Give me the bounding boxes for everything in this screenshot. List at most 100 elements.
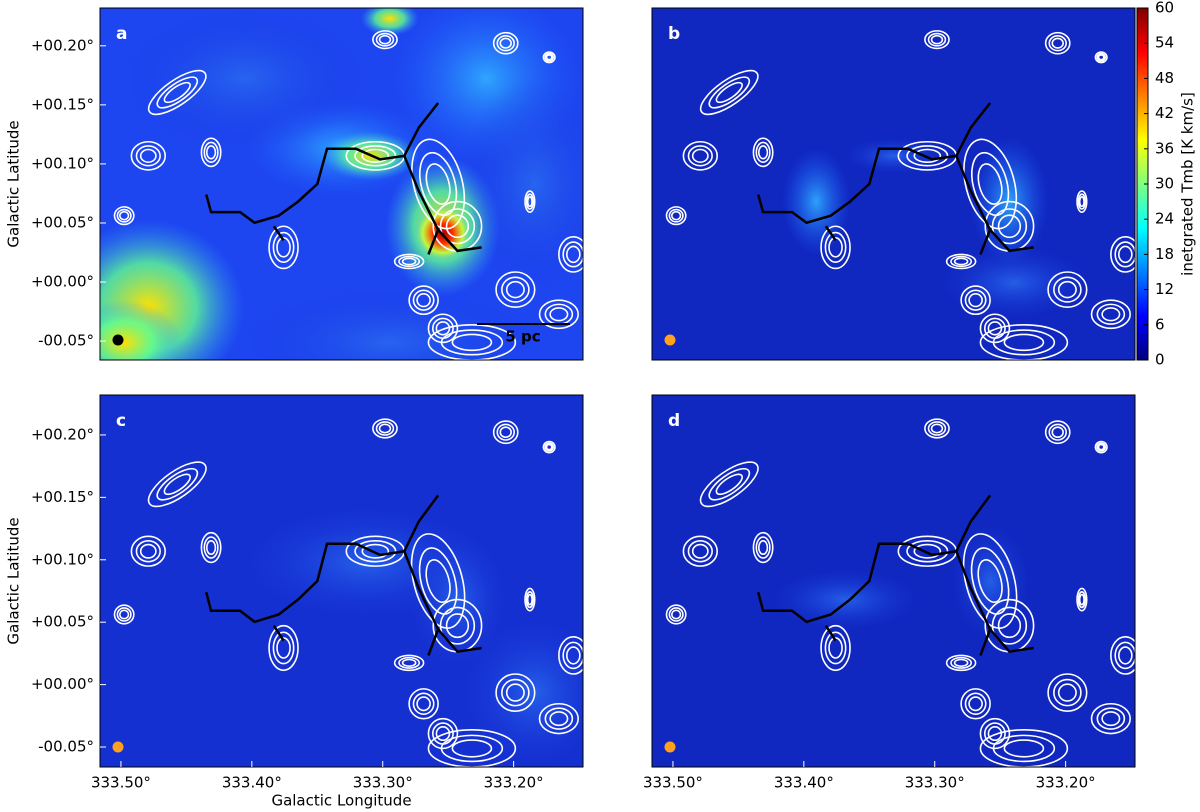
colorbar-tick-label: 12 [1155, 280, 1174, 298]
contour [354, 145, 397, 167]
contour [408, 285, 439, 316]
contour [968, 696, 983, 712]
x-axis-title: Galactic Longitude [271, 792, 411, 810]
emission [360, 8, 419, 37]
contour [682, 535, 719, 567]
contour [200, 137, 222, 168]
contour [820, 225, 851, 270]
contour [987, 726, 1003, 742]
contour [1110, 236, 1135, 273]
panel-label: a [116, 24, 127, 44]
contour [977, 163, 1003, 205]
contour [945, 253, 977, 270]
colorbar-tick-label: 36 [1155, 139, 1174, 157]
contour [983, 722, 1006, 745]
emission [782, 148, 851, 255]
contour [505, 280, 525, 299]
emission [951, 525, 1029, 637]
contour [1003, 333, 1045, 352]
beam [112, 741, 124, 753]
contour [1094, 51, 1108, 64]
contour [1003, 739, 1045, 758]
y-tick-label: +00.00° [31, 273, 94, 291]
contour [1048, 35, 1067, 52]
contour [545, 443, 553, 451]
colorbar-tick-label: 0 [1155, 351, 1165, 369]
contour [558, 236, 583, 273]
contour [708, 467, 751, 501]
contour [119, 210, 130, 221]
contour [962, 533, 1018, 629]
contour [1076, 190, 1088, 213]
contour [1090, 702, 1131, 735]
contour [671, 609, 682, 620]
contour [354, 540, 397, 563]
contour [416, 293, 431, 308]
contour [1096, 442, 1107, 452]
contour [372, 418, 398, 439]
contour [378, 34, 392, 45]
x-tick-label: 333.30° [905, 774, 965, 792]
contour [545, 54, 553, 61]
contour [963, 138, 1018, 230]
colorbar-tick-label: 30 [1155, 175, 1174, 193]
contour [398, 656, 421, 669]
y-tick-label: -00.05° [38, 332, 94, 350]
panel-label: d [668, 411, 680, 431]
contour [544, 707, 574, 730]
contour [525, 193, 535, 210]
contour [824, 631, 847, 665]
contour [960, 688, 991, 720]
contour [130, 535, 167, 567]
contour [525, 590, 535, 609]
contour [542, 440, 556, 454]
frame [99, 7, 584, 361]
contour [276, 237, 291, 258]
emission [462, 618, 583, 767]
skeleton [272, 624, 285, 642]
panel-label: b [668, 24, 680, 44]
contour [375, 32, 395, 47]
contour [268, 624, 299, 672]
contour [139, 148, 157, 163]
contour [135, 145, 161, 167]
contour [499, 426, 512, 439]
contour [1048, 423, 1067, 441]
beam [664, 741, 676, 753]
contour [398, 255, 421, 268]
contour [1044, 31, 1071, 55]
contour [970, 151, 1010, 217]
contour [828, 237, 843, 258]
contour [566, 245, 581, 264]
contour [987, 321, 1003, 336]
contour [1051, 37, 1064, 49]
contour [924, 418, 950, 439]
contour [427, 729, 517, 767]
x-tick-label: 333.40° [774, 774, 834, 792]
contour [820, 624, 851, 672]
contour [205, 145, 217, 160]
contour [1097, 443, 1105, 451]
y-tick-label: +00.05° [31, 213, 94, 231]
skeleton [979, 628, 992, 656]
emission [941, 247, 1087, 318]
contour [524, 587, 536, 612]
contour [691, 543, 709, 559]
contour [1094, 440, 1108, 454]
y-tick-label: -00.05° [38, 738, 94, 756]
contour [147, 69, 207, 116]
contour [950, 656, 973, 669]
contour [526, 593, 533, 606]
skeleton [427, 628, 440, 656]
contour [495, 673, 536, 713]
contour [451, 739, 493, 758]
contour [431, 317, 454, 339]
contour [439, 208, 476, 245]
contour [562, 641, 583, 670]
contour [968, 293, 983, 308]
contour [1090, 299, 1131, 330]
contour [1044, 420, 1071, 445]
contour [156, 467, 199, 501]
contour [1053, 276, 1082, 303]
contour [496, 35, 515, 52]
